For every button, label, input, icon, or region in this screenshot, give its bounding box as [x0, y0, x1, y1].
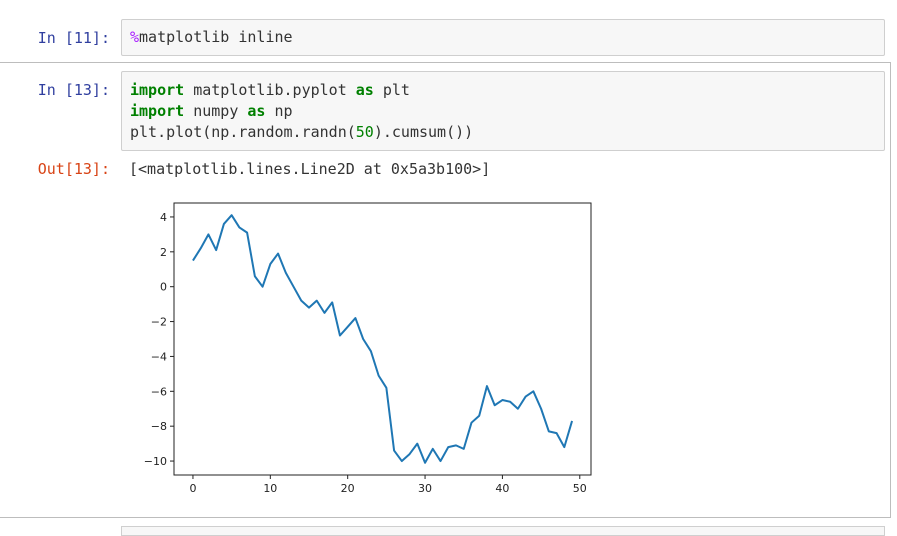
cell-11-in-prompt: In [11]: [37, 29, 110, 47]
y-tick-label: 0 [160, 281, 167, 294]
x-tick-label: 10 [263, 482, 277, 495]
cell-13-in-prompt: In [13]: [37, 81, 110, 99]
code-line-1: import matplotlib.pyplot as plt [130, 81, 410, 99]
y-tick-label: −4 [151, 350, 167, 363]
next-cell-input[interactable] [121, 526, 885, 536]
cell-13-code-input[interactable]: import matplotlib.pyplot as plt import n… [121, 71, 885, 151]
y-tick-label: −8 [151, 420, 167, 433]
x-tick-label: 20 [341, 482, 355, 495]
y-tick-label: 4 [160, 211, 167, 224]
selected-cell-border [0, 62, 891, 518]
cell-13-out-prompt: Out[13]: [37, 160, 110, 178]
y-tick-label: −6 [151, 385, 167, 398]
plot-axes-frame [173, 202, 592, 476]
y-tick-label: 2 [160, 246, 167, 259]
cell-11-code-input[interactable]: %matplotlib inline [121, 19, 885, 56]
x-tick-label: 40 [495, 482, 509, 495]
code-line-3: plt.plot(np.random.randn(50).cumsum()) [130, 123, 474, 141]
y-tick-label: −2 [151, 316, 167, 329]
y-tick-label: −10 [144, 455, 167, 468]
magic-percent: % [130, 28, 140, 46]
cell-13-output-text: [<matplotlib.lines.Line2D at 0x5a3b100>] [129, 160, 491, 178]
x-tick-label: 30 [418, 482, 432, 495]
code-line-1: %matplotlib inline [130, 28, 293, 46]
x-tick-label: 50 [573, 482, 587, 495]
x-tick-label: 0 [189, 482, 196, 495]
code-line-2: import numpy as np [130, 102, 293, 120]
series-line [192, 214, 574, 464]
magic-command: matplotlib inline [139, 28, 293, 46]
